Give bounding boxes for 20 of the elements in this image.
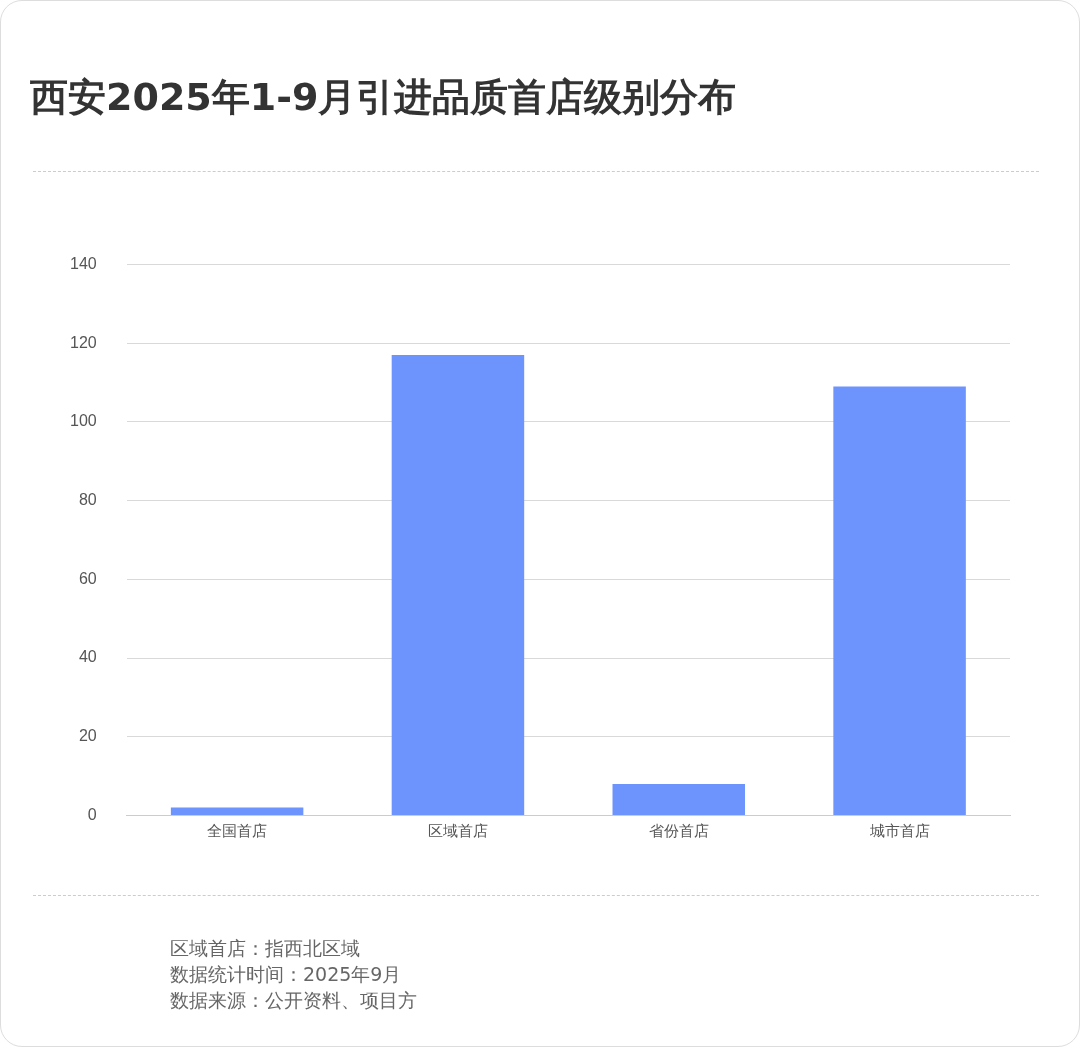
text: 区域首店：指西北区域 <box>170 936 361 961</box>
chart-title: 西安2025年1-9月引进品质首店级别分布 <box>30 74 737 121</box>
y-tick-label: 120 <box>69 333 97 351</box>
text: 数据统计时间：2025年9月 <box>170 962 403 987</box>
y-tick-label: 0 <box>87 805 97 823</box>
y-tick-label: 20 <box>78 727 97 745</box>
x-tick-label: 城市首店 <box>868 822 930 841</box>
x-tick-label: 省份首店 <box>648 822 709 841</box>
y-tick-label: 60 <box>78 569 97 587</box>
y-tick-label: 100 <box>69 412 97 430</box>
y-tick-label: 40 <box>78 648 97 666</box>
source-note: 数据来源：公开资料、项目方 <box>170 988 417 1013</box>
bar <box>833 386 966 815</box>
x-tick-label: 区域首店 <box>427 822 488 841</box>
bar <box>612 783 746 815</box>
y-tick-label: 80 <box>78 491 97 509</box>
x-tick-label: 全国首店 <box>207 822 268 841</box>
y-tick-label: 140 <box>69 255 97 273</box>
bar <box>391 355 525 815</box>
bar <box>170 807 304 815</box>
